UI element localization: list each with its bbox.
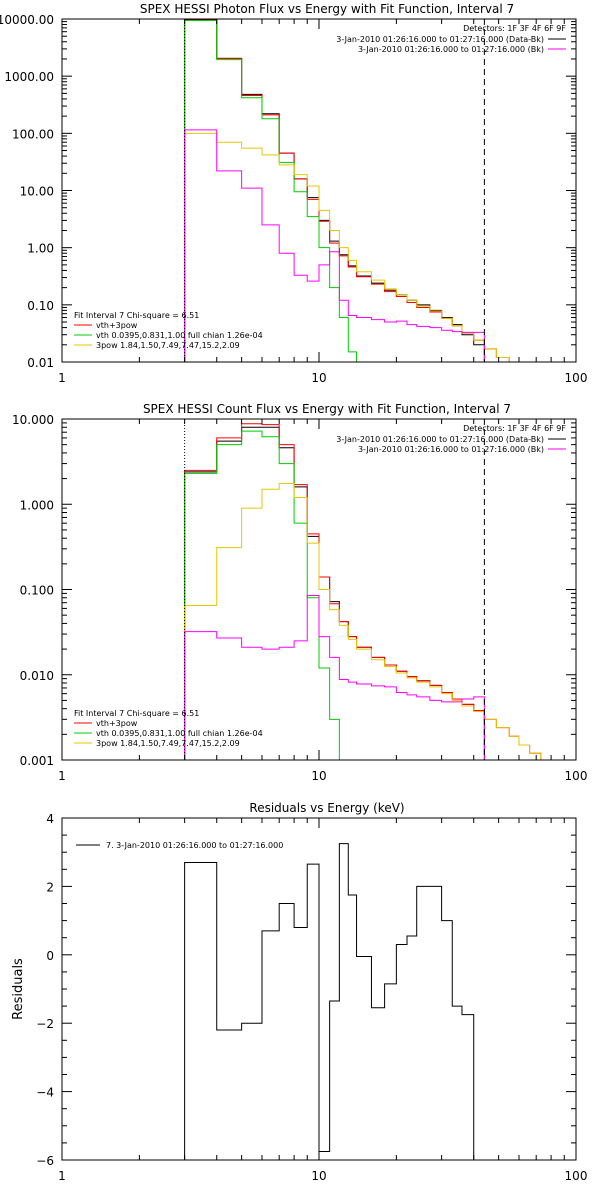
x-tick-label: 10	[311, 1169, 326, 1183]
y-axis-label: Residuals	[11, 958, 26, 1020]
series-line-3pow	[184, 483, 552, 760]
series-line-vth-3pow	[184, 19, 510, 362]
fit-legend-label: vth+3pow	[96, 719, 138, 728]
series-group	[184, 843, 475, 1160]
legend: 7. 3-Jan-2010 01:26:16.000 to 01:27:16.0…	[76, 841, 283, 850]
y-tick-label: 1.00	[27, 242, 54, 256]
y-tick-label: 0.001	[20, 754, 54, 768]
x-tick-label: 100	[565, 769, 588, 783]
legend-label: 7. 3-Jan-2010 01:26:16.000 to 01:27:16.0…	[106, 841, 283, 850]
detectors-label: Detectors: 1F 3F 4F 6F 9F	[463, 24, 566, 33]
series-line-vth	[184, 20, 358, 362]
x-axis: 1 10 100	[58, 19, 587, 385]
fit-legend-header: Fit Interval 7 Chi-square = 6.51	[74, 311, 199, 320]
data-legend: Detectors: 1F 3F 4F 6F 9F 3-Jan-2010 01:2…	[336, 424, 566, 454]
data-legend-label: 3-Jan-2010 01:26:16.000 to 01:27:16.000 …	[336, 435, 544, 444]
detectors-label: Detectors: 1F 3F 4F 6F 9F	[463, 424, 566, 433]
fit-legend: Fit Interval 7 Chi-square = 6.51vth+3pow…	[74, 709, 263, 748]
y-tick-label: −2	[36, 1017, 54, 1031]
y-tick-label: 4	[46, 812, 54, 826]
x-tick-label: 10	[311, 371, 326, 385]
series-line-3pow	[184, 132, 510, 362]
series-line-bk	[184, 595, 485, 760]
y-tick-label: 1000.00	[4, 70, 54, 84]
y-axis: 0.01 0.10 1.00 10.00 100.00 1000.00 10000.00	[0, 13, 576, 370]
fit-legend-header: Fit Interval 7 Chi-square = 6.51	[74, 709, 199, 718]
chart-1: SPEX HESSI Photon Flux vs Energy with Fi…	[0, 2, 587, 385]
x-tick-label: 1	[58, 1169, 66, 1183]
chart-2: SPEX HESSI Count Flux vs Energy with Fit…	[12, 402, 587, 783]
x-tick-label: 10	[311, 769, 326, 783]
fit-legend-label: 3pow 1.84,1.50,7.49,7.47,15.2,2.09	[96, 739, 240, 748]
y-tick-label: 0.100	[20, 584, 54, 598]
data-legend-label: 3-Jan-2010 01:26:16.000 to 01:27:16.000 …	[358, 445, 544, 454]
y-tick-label: 10000.00	[0, 13, 54, 27]
y-tick-label: 0.010	[20, 669, 54, 683]
fit-legend-label: 3pow 1.84,1.50,7.49,7.47,15.2,2.09	[96, 341, 240, 350]
y-axis: −6 −4 −2 0 2 4	[36, 812, 576, 1168]
y-tick-label: −6	[36, 1154, 54, 1168]
y-tick-label: 0.01	[27, 356, 54, 370]
y-tick-label: −4	[36, 1086, 54, 1100]
x-axis: 1 10 100	[58, 818, 587, 1183]
y-axis: 0.001 0.010 0.100 1.000 10.000	[12, 413, 576, 768]
y-tick-label: 100.00	[12, 127, 54, 141]
fit-legend: Fit Interval 7 Chi-square = 6.51vth+3pow…	[74, 311, 263, 350]
x-tick-label: 1	[58, 371, 66, 385]
x-axis: 1 10 100	[58, 419, 587, 783]
chart-title: SPEX HESSI Photon Flux vs Energy with Fi…	[140, 2, 514, 16]
data-legend-label: 3-Jan-2010 01:26:16.000 to 01:27:16.000 …	[358, 45, 544, 54]
chart-3: Residuals vs Energy (keV) Residuals 1 10 100…	[11, 801, 587, 1183]
x-tick-label: 100	[565, 1169, 588, 1183]
data-legend-label: 3-Jan-2010 01:26:16.000 to 01:27:16.000 …	[336, 35, 544, 44]
y-tick-label: 2	[46, 880, 54, 894]
y-tick-label: 10.000	[12, 413, 54, 427]
series-line-bk	[184, 129, 485, 362]
series-group	[184, 19, 510, 362]
y-tick-label: 10.00	[20, 185, 54, 199]
fit-legend-label: vth+3pow	[96, 321, 138, 330]
x-tick-label: 100	[565, 371, 588, 385]
series-line-7-3-jan-2010-01-26-16-000-to-01-27-16-000	[184, 843, 475, 1160]
fit-legend-label: vth 0.0395,0.831,1.00 full chian 1.26e-0…	[96, 729, 263, 738]
y-tick-label: 0	[46, 949, 54, 963]
fit-legend-label: vth 0.0395,0.831,1.00 full chian 1.26e-0…	[96, 331, 263, 340]
y-tick-label: 0.10	[27, 299, 54, 313]
chart-title: Residuals vs Energy (keV)	[249, 801, 404, 815]
series-group	[184, 423, 552, 760]
data-legend: Detectors: 1F 3F 4F 6F 9F 3-Jan-2010 01:2…	[336, 24, 566, 54]
y-tick-label: 1.000	[20, 498, 54, 512]
x-tick-label: 1	[58, 769, 66, 783]
chart-title: SPEX HESSI Count Flux vs Energy with Fit…	[143, 402, 511, 416]
